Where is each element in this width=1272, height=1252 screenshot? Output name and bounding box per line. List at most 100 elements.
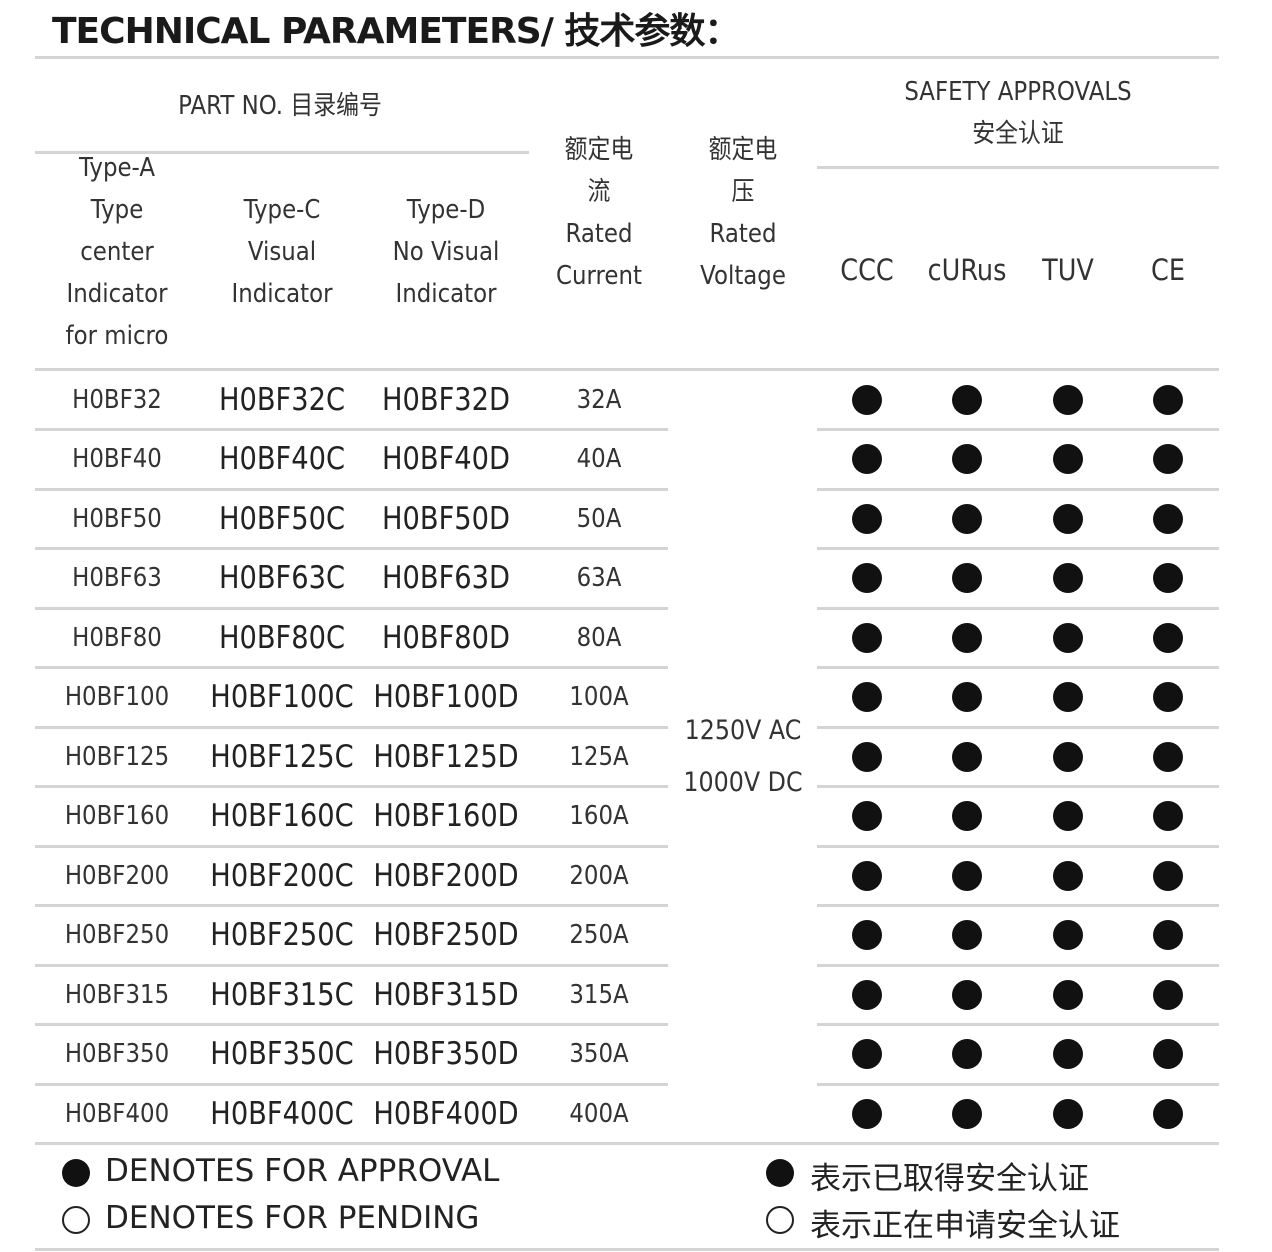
cell-current: 400A xyxy=(569,1098,629,1129)
cell-d: H0BF315D xyxy=(373,976,519,1013)
cell-current: 40A xyxy=(576,444,622,475)
divider xyxy=(35,1248,1219,1251)
filled-dot-icon xyxy=(952,503,982,534)
filled-dot-icon xyxy=(952,801,982,832)
type-d-header-line: No Visual xyxy=(392,237,500,267)
filled-dot-icon xyxy=(852,682,882,713)
divider xyxy=(35,56,1219,59)
cell-c: H0BF100C xyxy=(210,679,354,716)
row-divider xyxy=(817,844,1219,848)
type-d-header-line: Indicator xyxy=(395,279,497,309)
cell-a: H0BF80 xyxy=(72,622,162,653)
row-divider xyxy=(817,666,1219,669)
type-a-header-line: Type-A xyxy=(79,153,155,183)
type-a-header-line: Type xyxy=(90,195,144,225)
filled-dot-icon xyxy=(1053,682,1083,713)
type-a-header-line: center xyxy=(80,237,154,267)
cell-current: 50A xyxy=(576,503,622,534)
filled-dot-icon xyxy=(1053,563,1083,594)
cell-a: H0BF315 xyxy=(64,979,170,1010)
cell-d: H0BF50D xyxy=(382,500,510,537)
row-divider xyxy=(35,785,668,788)
cell-c: H0BF160C xyxy=(210,798,354,835)
rated-voltage-header-line: 额定电 xyxy=(708,135,778,165)
cell-d: H0BF80D xyxy=(382,619,510,656)
type-d-header: Type-D No Visual Indicator xyxy=(376,189,517,315)
row-divider xyxy=(817,785,1219,788)
filled-dot-icon xyxy=(852,920,882,951)
filled-dot-icon xyxy=(1053,622,1083,653)
cell-a: H0BF400 xyxy=(64,1098,170,1129)
part-no-header: PART NO. 目录编号 xyxy=(178,91,382,121)
cell-a: H0BF63 xyxy=(72,563,162,594)
filled-dot-icon xyxy=(952,1098,982,1129)
filled-dot-icon xyxy=(852,979,882,1010)
cell-current: 160A xyxy=(569,801,629,832)
type-c-header-line: Visual xyxy=(247,237,317,267)
type-a-header-line: for micro xyxy=(65,321,169,351)
type-a-header: Type-A Type center Indicator for micro xyxy=(47,147,188,357)
row-divider xyxy=(35,904,668,907)
cell-a: H0BF200 xyxy=(64,860,170,891)
cell-c: H0BF50C xyxy=(218,500,346,537)
type-a-header-line: Indicator xyxy=(66,279,168,309)
cell-a: H0BF32 xyxy=(72,384,162,415)
filled-dot-icon xyxy=(1053,920,1083,951)
filled-dot-icon xyxy=(952,563,982,594)
filled-dot-icon xyxy=(952,741,982,772)
approval-header-curus: cURus xyxy=(927,253,1007,287)
cell-current: 63A xyxy=(576,563,622,594)
type-c-header: Type-C Visual Indicator xyxy=(212,189,353,315)
row-divider xyxy=(817,487,1219,491)
rated-voltage-header: 额定电压 Rated Voltage xyxy=(673,129,814,297)
filled-dot-icon xyxy=(1153,920,1183,951)
cell-d: H0BF200D xyxy=(373,857,519,894)
cell-d: H0BF400D xyxy=(373,1095,519,1132)
cell-c: H0BF315C xyxy=(210,976,354,1013)
filled-dot-icon xyxy=(952,384,982,415)
cell-current: 125A xyxy=(569,741,629,772)
filled-dot-icon xyxy=(952,444,982,475)
cell-a: H0BF50 xyxy=(72,503,162,534)
legend-pending-en: DENOTES FOR PENDING xyxy=(105,1200,480,1236)
page-title: TECHNICAL PARAMETERS/ 技术参数： xyxy=(52,11,740,52)
filled-dot-icon xyxy=(852,444,882,475)
filled-dot-icon xyxy=(62,1159,90,1187)
filled-dot-icon xyxy=(1153,563,1183,594)
rated-voltage-header-line: Voltage xyxy=(700,261,786,291)
empty-dot-icon xyxy=(766,1206,794,1234)
row-divider xyxy=(35,428,668,431)
divider xyxy=(35,368,1219,371)
filled-dot-icon xyxy=(952,1039,982,1070)
type-c-header-line: Indicator xyxy=(231,279,333,309)
legend-pending-cn: 表示正在申请安全认证 xyxy=(810,1208,1120,1244)
voltage-ac: 1250V AC xyxy=(684,715,802,746)
filled-dot-icon xyxy=(1153,384,1183,415)
type-d-header-line: Type-D xyxy=(406,195,486,225)
cell-current: 32A xyxy=(576,384,622,415)
safety-header-cn: 安全认证 xyxy=(972,119,1064,149)
filled-dot-icon xyxy=(852,503,882,534)
cell-c: H0BF250C xyxy=(210,917,354,954)
filled-dot-icon xyxy=(1153,801,1183,832)
cell-c: H0BF40C xyxy=(218,441,346,478)
row-divider xyxy=(817,1082,1219,1086)
row-divider xyxy=(35,844,668,848)
cell-c: H0BF32C xyxy=(218,381,346,418)
filled-dot-icon xyxy=(1153,1098,1183,1129)
row-divider xyxy=(817,547,1219,550)
row-divider xyxy=(817,904,1219,907)
divider xyxy=(817,166,1219,169)
filled-dot-icon xyxy=(1053,979,1083,1010)
filled-dot-icon xyxy=(1153,979,1183,1010)
filled-dot-icon xyxy=(1153,444,1183,475)
row-divider xyxy=(817,725,1219,729)
rated-voltage-header-line: Rated xyxy=(709,219,777,249)
cell-a: H0BF125 xyxy=(64,741,170,772)
filled-dot-icon xyxy=(766,1159,794,1187)
cell-a: H0BF350 xyxy=(64,1039,170,1070)
cell-d: H0BF125D xyxy=(373,738,519,775)
filled-dot-icon xyxy=(1053,1098,1083,1129)
filled-dot-icon xyxy=(1153,622,1183,653)
row-divider xyxy=(817,606,1219,610)
